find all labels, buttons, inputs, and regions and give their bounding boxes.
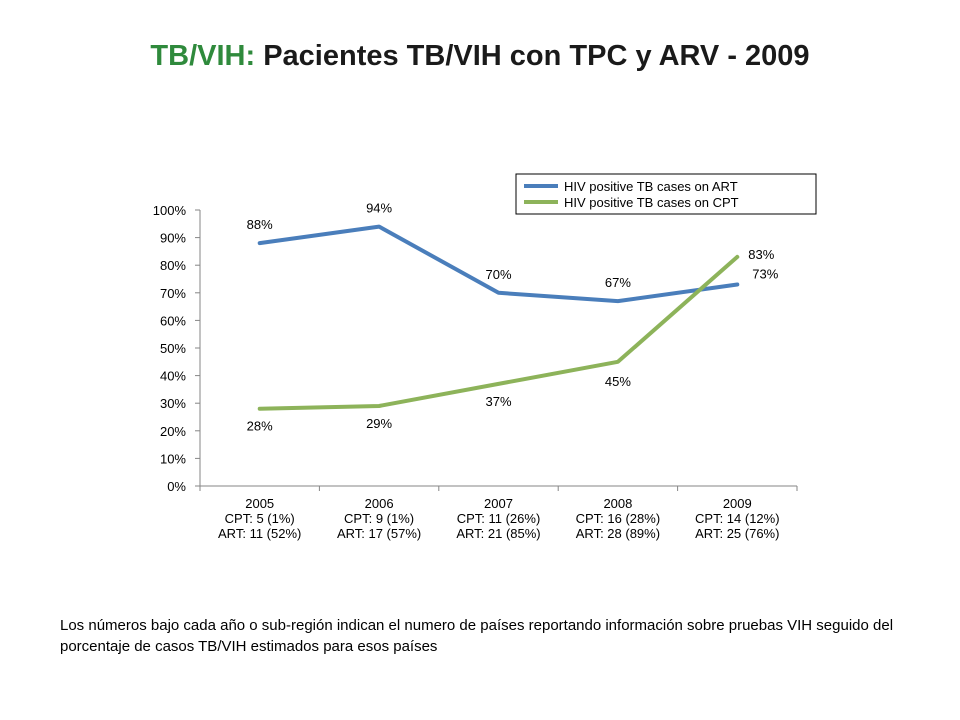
legend-label: HIV positive TB cases on ART: [564, 179, 738, 194]
x-category-sublabel: CPT: 9 (1%): [344, 511, 414, 526]
x-category-sublabel: ART: 28 (89%): [576, 526, 660, 541]
y-tick-label: 30%: [160, 396, 186, 411]
legend-label: HIV positive TB cases on CPT: [564, 195, 739, 210]
x-category-sublabel: ART: 11 (52%): [218, 526, 301, 541]
x-category-sublabel: ART: 17 (57%): [337, 526, 421, 541]
data-label: 29%: [366, 416, 392, 431]
data-label: 28%: [247, 419, 273, 434]
y-tick-label: 60%: [160, 313, 186, 328]
x-category-label: 2009: [723, 496, 752, 511]
y-tick-label: 70%: [160, 286, 186, 301]
line-chart: 0%10%20%30%40%50%60%70%80%90%100%2005CPT…: [153, 173, 817, 541]
x-category-label: 2008: [603, 496, 632, 511]
y-tick-label: 0%: [167, 479, 186, 494]
title-prefix: TB/VIH:: [150, 40, 256, 72]
y-tick-label: 80%: [160, 258, 186, 273]
series-line-art: [257, 224, 740, 304]
x-category-sublabel: CPT: 16 (28%): [576, 511, 661, 526]
series-line-cpt: [257, 254, 740, 411]
data-label: 45%: [605, 374, 631, 389]
slide-title: TB/VIH: Pacientes TB/VIH con TPC y ARV -…: [0, 40, 960, 73]
x-category-label: 2007: [484, 496, 513, 511]
x-category-label: 2006: [365, 496, 394, 511]
data-label: 37%: [485, 394, 511, 409]
y-tick-label: 20%: [160, 424, 186, 439]
x-category-label: 2005: [245, 496, 274, 511]
legend-box: [515, 173, 817, 215]
data-label: 83%: [748, 247, 774, 262]
data-label: 67%: [605, 275, 631, 290]
x-category-sublabel: ART: 25 (76%): [695, 526, 779, 541]
y-tick-label: 40%: [160, 369, 186, 384]
data-label: 73%: [752, 267, 778, 282]
data-label: 88%: [247, 217, 273, 232]
y-tick-label: 10%: [160, 451, 186, 466]
data-label: 94%: [366, 201, 392, 216]
x-category-sublabel: CPT: 11 (26%): [457, 511, 541, 526]
y-tick-label: 50%: [160, 341, 186, 356]
data-label: 70%: [485, 267, 511, 282]
footnote: Los números bajo cada año o sub-región i…: [60, 617, 894, 655]
title-main: Pacientes TB/VIH con TPC y ARV - 2009: [263, 40, 810, 72]
y-tick-label: 90%: [160, 231, 186, 246]
y-tick-label: 100%: [153, 203, 187, 218]
x-category-sublabel: CPT: 14 (12%): [695, 511, 780, 526]
x-category-sublabel: ART: 21 (85%): [456, 526, 540, 541]
x-category-sublabel: CPT: 5 (1%): [225, 511, 295, 526]
